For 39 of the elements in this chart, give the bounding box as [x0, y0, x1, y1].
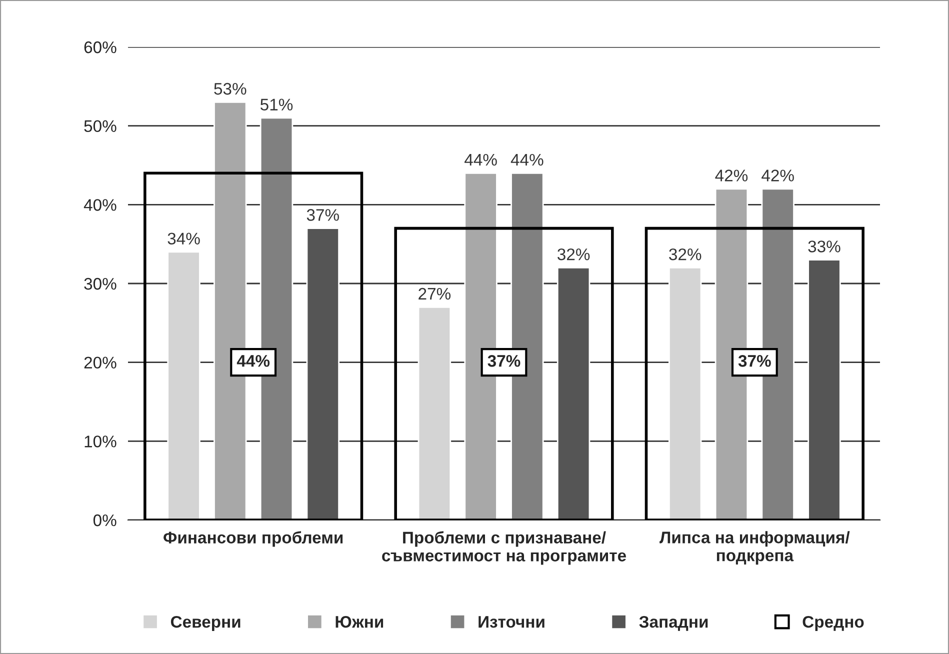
bar — [644, 226, 864, 520]
legend-label: Южни — [336, 616, 384, 628]
y-tick-label: 30% — [84, 278, 116, 290]
data-label: 44% — [236, 355, 270, 367]
data-label: 44% — [464, 154, 497, 166]
bar — [144, 172, 364, 520]
data-label: 53% — [214, 82, 246, 95]
bar — [808, 259, 841, 520]
data-label: 42% — [715, 170, 748, 182]
bar — [167, 251, 200, 520]
x-tick-label: Липса на информация/ подкрепа — [660, 531, 850, 565]
data-label: 27% — [418, 288, 451, 300]
y-tick-label: 10% — [84, 436, 116, 448]
data-label: 32% — [669, 248, 702, 260]
y-tick-label: 0% — [93, 514, 116, 526]
data-label: 37% — [306, 209, 339, 221]
data-label: 42% — [762, 170, 794, 182]
data-label: 37% — [488, 355, 520, 367]
data-label: 51% — [260, 98, 293, 110]
legend-label: Западни — [639, 616, 708, 631]
bar — [394, 226, 614, 520]
bar — [668, 267, 702, 520]
y-tick-label: 20% — [84, 356, 116, 369]
legend-label: Средно — [802, 616, 864, 632]
bar — [418, 306, 452, 520]
bar — [306, 228, 340, 520]
y-tick-label: 50% — [84, 120, 116, 132]
x-tick-label: Финансови проблеми — [164, 531, 343, 547]
y-tick-label: 40% — [84, 199, 116, 211]
x-tick-label: Проблеми с признаване/ съвместимост на програмите — [382, 531, 626, 565]
data-label: 37% — [738, 355, 771, 367]
legend-label: Северни — [170, 616, 240, 632]
data-label: 33% — [808, 240, 840, 252]
y-tick-label: 60% — [84, 41, 116, 54]
data-label: 44% — [510, 154, 544, 166]
data-label: 34% — [168, 232, 200, 245]
legend-label: Източни — [478, 616, 544, 628]
bar — [556, 267, 590, 520]
data-label: 32% — [558, 248, 590, 260]
